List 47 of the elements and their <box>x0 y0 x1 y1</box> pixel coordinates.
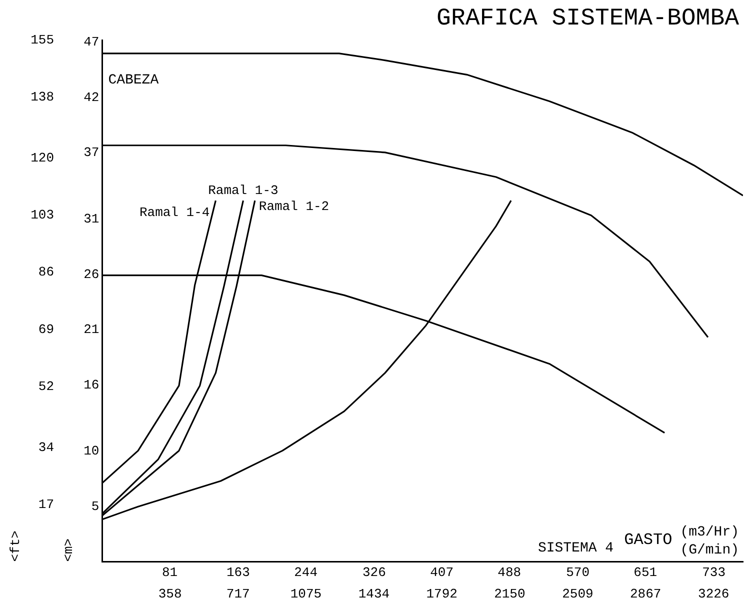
y-axis-title: <ft> <box>8 530 24 562</box>
x2-tick-label: 2867 <box>630 586 662 602</box>
chart-title: GRAFICA SISTEMA-BOMBA <box>436 5 740 32</box>
annotation: CABEZA <box>108 72 160 89</box>
y-tick-label: 52 <box>38 379 54 394</box>
x-tick-label: 81 <box>162 565 178 580</box>
x-tick-label: 244 <box>294 565 318 580</box>
x-tick-label: 733 <box>702 565 726 580</box>
series-label: Ramal 1-4 <box>139 205 210 220</box>
y2-tick-label: 5 <box>91 498 100 514</box>
series-label: Ramal 1-2 <box>258 199 330 214</box>
x-tick-label: 407 <box>430 565 454 580</box>
x2-tick-label: 358 <box>158 586 182 602</box>
y-tick-label: 17 <box>38 497 54 512</box>
x-axis-title: (m3/Hr) <box>680 524 740 541</box>
y2-tick-label: 21 <box>84 322 100 338</box>
y2-tick-label: 10 <box>84 444 100 459</box>
x2-tick-label: 2509 <box>562 586 594 602</box>
y2-tick-label: 47 <box>84 34 100 50</box>
x2-tick-label: 1434 <box>358 586 390 602</box>
series-label: Ramal 1-3 <box>208 183 278 198</box>
y2-tick-label: 31 <box>84 212 100 227</box>
y-tick-label: 155 <box>30 32 54 48</box>
x2-tick-label: 3226 <box>698 586 730 602</box>
x2-tick-label: 2150 <box>494 586 526 602</box>
annotation: SISTEMA 4 <box>538 540 614 557</box>
y-tick-label: 69 <box>38 322 54 337</box>
y-tick-label: 103 <box>30 207 54 222</box>
x-tick-label: 488 <box>498 565 522 580</box>
annotation: GASTO <box>624 531 672 550</box>
y-tick-label: 120 <box>30 150 54 166</box>
y2-axis-title: <m> <box>61 538 76 562</box>
x-tick-label: 326 <box>362 565 386 580</box>
x-tick-label: 163 <box>226 565 250 580</box>
x-tick-label: 570 <box>566 565 590 580</box>
x-tick-label: 651 <box>634 565 658 580</box>
y2-tick-label: 37 <box>84 145 100 160</box>
y-tick-label: 86 <box>38 264 54 280</box>
y2-tick-label: 42 <box>84 90 100 105</box>
y2-tick-label: 16 <box>84 377 100 392</box>
x2-axis-title: (G/min) <box>680 542 740 559</box>
x2-tick-label: 717 <box>226 586 250 602</box>
x2-tick-label: 1075 <box>290 586 322 602</box>
x2-tick-label: 1792 <box>426 586 458 602</box>
y2-tick-label: 26 <box>84 266 100 282</box>
y-tick-label: 138 <box>30 90 54 105</box>
y-tick-label: 34 <box>38 440 54 455</box>
